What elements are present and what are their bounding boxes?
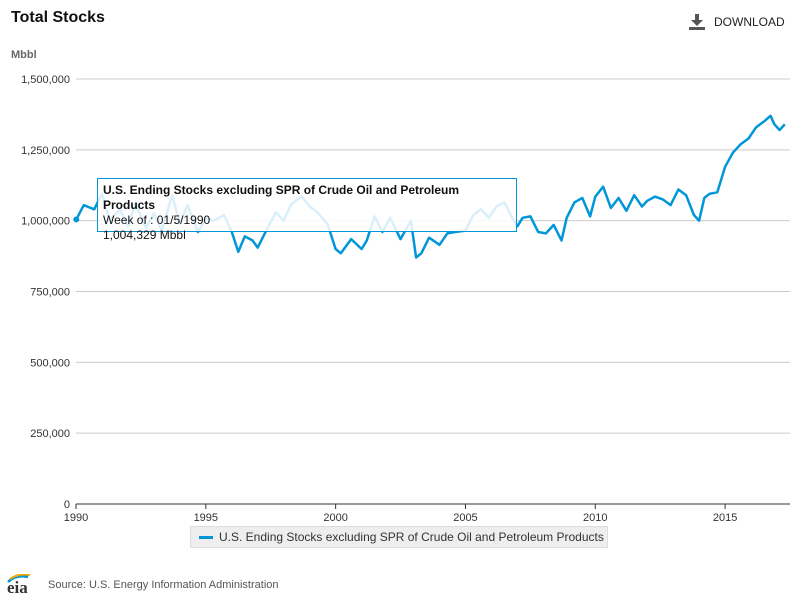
- download-button[interactable]: DOWNLOAD: [688, 14, 785, 30]
- x-axis: 1990 1995 2000 2005 2010 2015: [64, 503, 790, 524]
- download-label: DOWNLOAD: [714, 15, 785, 29]
- y-tick-label: 0: [64, 499, 70, 511]
- x-tick-label: 1990: [64, 512, 88, 524]
- y-tick-label: 750,000: [30, 287, 70, 299]
- chart-title: Total Stocks: [11, 9, 105, 26]
- x-tick-label: 2010: [583, 512, 607, 524]
- download-icon: [689, 14, 705, 30]
- x-tick-label: 1995: [194, 512, 218, 524]
- y-tick-label: 250,000: [30, 428, 70, 440]
- tooltip-series-name: U.S. Ending Stocks excluding SPR of Crud…: [103, 183, 460, 212]
- tooltip-value: 1,004,329 Mbbl: [103, 228, 186, 242]
- footer: eia Source: U.S. Energy Information Admi…: [6, 574, 279, 597]
- legend-series-label: U.S. Ending Stocks excluding SPR of Crud…: [219, 530, 604, 544]
- chart-legend[interactable]: U.S. Ending Stocks excluding SPR of Crud…: [190, 526, 608, 548]
- x-tick-label: 2000: [323, 512, 347, 524]
- y-tick-label: 500,000: [30, 357, 70, 369]
- x-tick-label: 2015: [713, 512, 737, 524]
- hover-point: [73, 216, 80, 223]
- y-axis-unit-label: Mbbl: [11, 49, 37, 61]
- eia-logo: eia: [6, 574, 38, 597]
- gridlines: [76, 78, 790, 434]
- tooltip-week: Week of : 01/5/1990: [103, 213, 211, 227]
- y-tick-label: 1,250,000: [21, 145, 70, 157]
- y-tick-label: 1,500,000: [21, 74, 70, 86]
- data-tooltip: U.S. Ending Stocks excluding SPR of Crud…: [97, 178, 517, 242]
- legend-swatch: [199, 535, 213, 539]
- x-tick-label: 2005: [453, 512, 477, 524]
- y-axis-ticks: 0 250,000 500,000 750,000 1,000,000 1,250,000…: [21, 74, 70, 511]
- y-tick-label: 1,000,000: [21, 216, 70, 228]
- source-text: Source: U.S. Energy Information Administ…: [48, 579, 279, 591]
